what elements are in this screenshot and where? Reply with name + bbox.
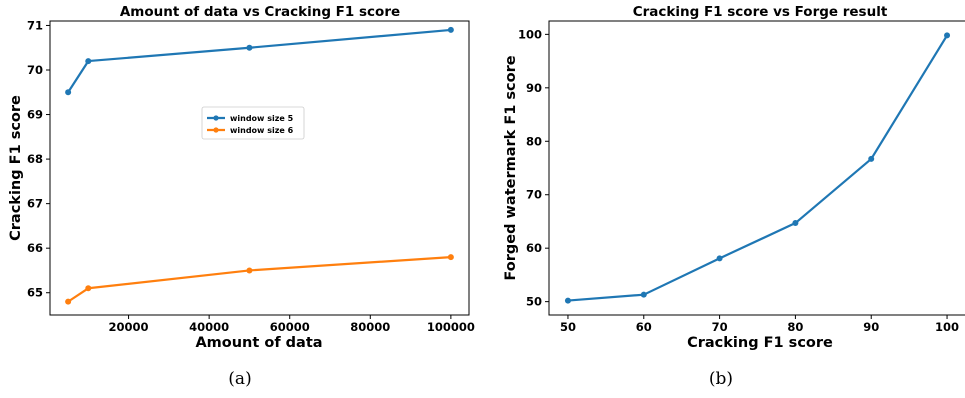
chart-b-title: Cracking F1 score vs Forge result	[633, 4, 888, 20]
legend-box	[201, 106, 305, 140]
chart-b-y-tick-label: 50	[526, 295, 542, 309]
chart-b-x-tick-label: 90	[863, 320, 879, 334]
legend-marker	[213, 127, 219, 133]
chart-a-y-tick-label: 66	[27, 241, 43, 255]
chart-b-y-tick-label: 100	[518, 27, 542, 41]
chart-a-data-point	[447, 254, 454, 261]
chart-b-y-tick-label: 90	[526, 81, 542, 95]
chart-b-data-point	[716, 255, 723, 262]
chart-a-caption: (a)	[228, 369, 251, 389]
chart-a-y-tick-label: 70	[27, 63, 43, 77]
chart-a-legend: window size 5 window size 6	[201, 106, 305, 140]
chart-b-series	[564, 32, 951, 304]
chart-a-data-point	[85, 285, 92, 292]
chart-a-y-tick-label: 71	[27, 18, 43, 32]
chart-a-title: Amount of data vs Cracking F1 score	[120, 4, 400, 20]
chart-b-y-tick-label: 60	[526, 241, 542, 255]
chart-b-ticks: 50 60 70 80 90 100 50 60 70 80 90 100	[518, 27, 959, 334]
chart-a-data-point	[85, 58, 92, 65]
chart-b-x-tick-label: 70	[712, 320, 728, 334]
chart-b-x-axis-label: Cracking F1 score	[687, 335, 833, 351]
chart-b-y-tick-label: 70	[526, 188, 542, 202]
chart-b-x-tick-label: 100	[935, 320, 959, 334]
chart-a-data-point	[246, 267, 253, 274]
legend-label: window size 6	[230, 126, 294, 135]
chart-a-series-line	[67, 255, 451, 303]
chart-a-ticks: 20000 40000 60000 80000 100000 65 66 67 68 69 70 71	[27, 18, 475, 334]
legend-label: window size 5	[230, 114, 294, 123]
chart-b-data-point	[564, 297, 571, 304]
chart-a-x-axis-label: Amount of data	[195, 335, 322, 351]
chart-a-y-tick-label: 65	[27, 286, 43, 300]
chart-a-x-tick-label: 80000	[350, 320, 390, 334]
chart-a-plot-frame	[49, 20, 470, 316]
chart-b-data-point	[868, 155, 875, 162]
chart-a-y-tick-label: 67	[27, 197, 43, 211]
chart-a-data-point	[65, 89, 72, 96]
chart-b-data-point	[944, 32, 951, 39]
chart-a-data-point	[447, 26, 454, 33]
chart-a-x-tick-label: 100000	[427, 320, 475, 334]
chart-b-x-tick-label: 80	[787, 320, 803, 334]
chart-b-x-tick-label: 60	[636, 320, 652, 334]
chart-a-y-axis-label: Cracking F1 score	[8, 95, 24, 241]
chart-a-series-line	[67, 28, 451, 93]
chart-b-y-tick-label: 80	[526, 134, 542, 148]
chart-a-data-point	[246, 44, 253, 51]
chart-a-data-point	[65, 298, 72, 305]
chart-b-data-point	[792, 220, 799, 227]
chart-b-x-tick-label: 50	[560, 320, 576, 334]
chart-b-y-axis-label: Forged watermark F1 score	[503, 55, 519, 280]
chart-b-caption: (b)	[709, 369, 733, 389]
chart-b-data-point	[640, 291, 647, 298]
chart-b-series-line	[567, 34, 948, 302]
chart-b: Cracking F1 score vs Forge result 50 60 70…	[503, 4, 965, 389]
chart-b-plot-frame	[548, 20, 965, 316]
chart-a-x-tick-label: 60000	[270, 320, 310, 334]
legend-marker	[213, 115, 219, 121]
chart-a-series	[65, 26, 454, 305]
chart-a-y-tick-label: 69	[27, 108, 43, 122]
chart-a-y-tick-label: 68	[27, 152, 43, 166]
chart-a-x-tick-label: 40000	[189, 320, 229, 334]
chart-a-x-tick-label: 20000	[109, 320, 149, 334]
chart-a: Amount of data vs Cracking F1 score 2000…	[8, 4, 475, 389]
